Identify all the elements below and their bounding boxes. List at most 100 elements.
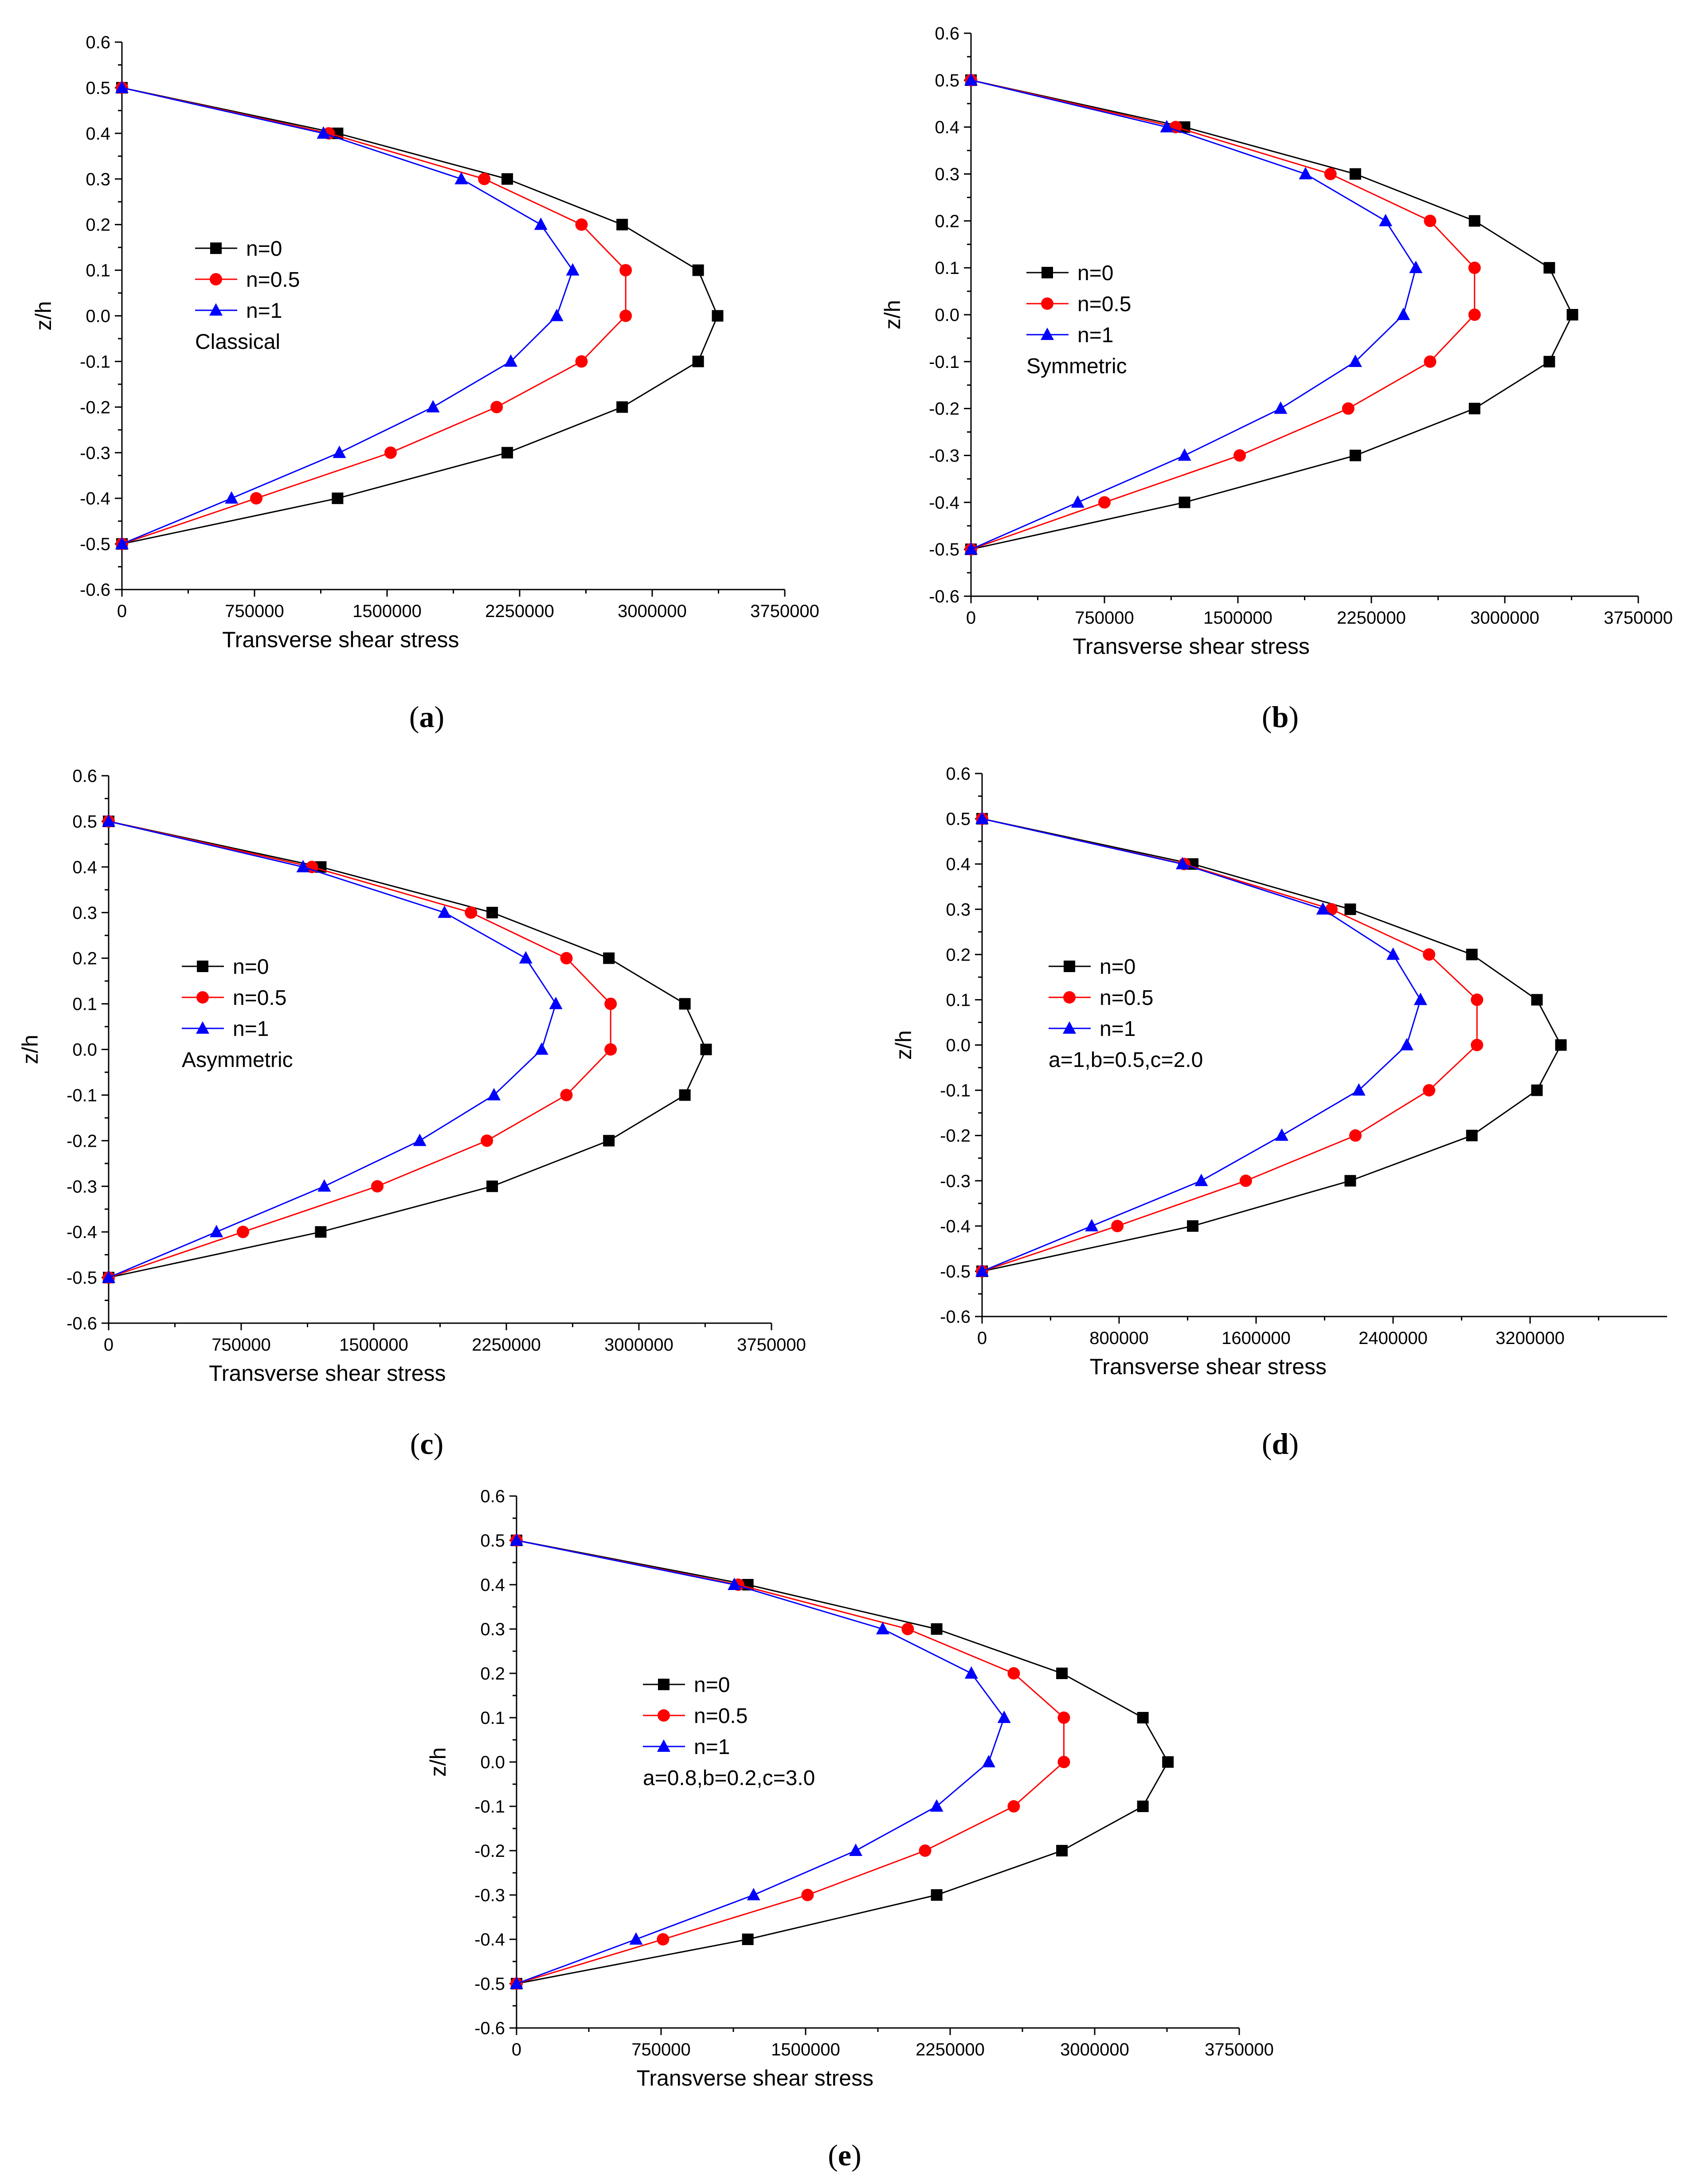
series-n=1 [975, 812, 1427, 1277]
legend-marker [1041, 297, 1053, 310]
y-tick-label: -0.4 [474, 1930, 505, 1950]
series-line [108, 820, 557, 1278]
data-point [1386, 947, 1400, 960]
y-tick-label: 0.1 [72, 995, 97, 1014]
x-tick-label: 3000000 [618, 602, 687, 621]
data-point [930, 1799, 944, 1812]
legend-marker [197, 961, 208, 972]
data-point [1316, 902, 1330, 915]
data-point [481, 1134, 493, 1147]
legend-label: n=0.5 [694, 1704, 748, 1728]
y-tick-label: 0.2 [72, 949, 97, 969]
series-n=1 [964, 73, 1423, 555]
chart-svg: 0.6 0.5 0.4 0.3 0.2 0.1 0.0 -0.1 -0.2 -0.3 -0.4 -0.… [891, 764, 1667, 1461]
x-tick-label: 800000 [1089, 1328, 1148, 1348]
legend-label: n=1 [694, 1735, 730, 1759]
data-point [115, 537, 129, 550]
y-tick-label: -0.1 [940, 1081, 971, 1101]
y-tick-label: -0.6 [940, 1307, 971, 1327]
chart-annotation: Asymmetric [182, 1048, 293, 1072]
data-point [1342, 402, 1355, 415]
y-tick-label: 0.1 [946, 990, 971, 1010]
data-point [250, 492, 262, 505]
data-point [1344, 1175, 1356, 1187]
data-point [801, 1889, 814, 1901]
data-point [317, 126, 330, 139]
data-point [1468, 309, 1481, 321]
data-point [964, 73, 978, 86]
y-tick-label: -0.6 [67, 1314, 97, 1333]
data-point [1348, 354, 1362, 367]
data-point [504, 354, 518, 367]
data-point [438, 905, 451, 918]
data-point [560, 952, 573, 965]
series-line [516, 1539, 1169, 1985]
data-point [1178, 496, 1190, 508]
legend-marker [1064, 961, 1075, 972]
y-tick-label: 0.4 [86, 124, 110, 144]
y-tick-label: 0.5 [72, 812, 97, 832]
data-point [1531, 994, 1543, 1006]
y-tick-label: 0.1 [86, 261, 110, 281]
y-tick-label: 0.3 [86, 170, 110, 189]
data-point [486, 1180, 498, 1192]
data-point [1007, 1667, 1020, 1680]
data-point [465, 906, 478, 919]
data-point [1349, 1129, 1362, 1142]
x-tick-label: 2250000 [485, 602, 554, 621]
chart-panel-e: 0.6 0.5 0.4 0.3 0.2 0.1 0.0 -0.1 -0.2 -0.3 -0.4 -0.… [379, 1472, 1310, 2181]
y-tick-label: -0.5 [80, 535, 110, 554]
series-line [971, 79, 1574, 550]
y-tick-label: -0.6 [474, 2019, 505, 2038]
series-n=1 [510, 1533, 1011, 1989]
chart-svg: 0.6 0.5 0.4 0.3 0.2 0.1 0.0 -0.1 -0.2 -0.3 -0.4 -0.… [426, 1487, 1274, 2172]
chart-annotation: Classical [195, 330, 280, 354]
data-point [371, 1180, 384, 1193]
data-point [1085, 1219, 1099, 1231]
legend-label: n=0 [694, 1673, 730, 1697]
data-point [1233, 449, 1246, 462]
data-point [931, 1889, 943, 1901]
data-point [728, 1578, 741, 1590]
data-point [1056, 1845, 1068, 1856]
x-tick-label: 0 [117, 602, 127, 621]
y-tick-label: 0.6 [480, 1487, 505, 1506]
data-point [1531, 1084, 1543, 1096]
y-tick-label: 0.5 [86, 78, 110, 98]
x-tick-label: 2250000 [1337, 608, 1406, 628]
x-tick-label: 1500000 [352, 602, 422, 621]
y-tick-label: -0.2 [940, 1126, 971, 1146]
chart-svg: 0.6 0.5 0.4 0.3 0.2 0.1 0.0 -0.1 -0.2 -0.3 -0.4 -0.… [880, 24, 1673, 734]
y-tick-label: -0.4 [80, 489, 110, 508]
y-tick-label: -0.2 [929, 399, 959, 419]
y-tick-label: 0.5 [935, 71, 959, 90]
y-tick-label: 0.4 [935, 118, 959, 137]
y-axis-title: z/h [18, 1035, 43, 1064]
legend-marker [657, 1739, 670, 1752]
chart-svg: 0.6 0.5 0.4 0.3 0.2 0.1 0.0 -0.1 -0.2 -0.3 -0.4 -0.… [31, 33, 819, 734]
legend-label: n=0 [246, 237, 282, 261]
data-point [1468, 262, 1481, 274]
legend: n=0 n=0.5 n=1 Classical [195, 237, 300, 354]
data-point [1194, 1173, 1208, 1186]
x-axis-title: Transverse shear stress [222, 627, 459, 652]
y-tick-label: 0.3 [935, 165, 959, 184]
y-tick-label: -0.3 [474, 1886, 505, 1905]
data-point [333, 445, 346, 458]
x-tick-label: 3750000 [1205, 2040, 1274, 2059]
data-point [1423, 948, 1436, 961]
y-tick-label: -0.2 [80, 398, 110, 417]
data-point [1162, 1756, 1174, 1768]
data-point [1468, 215, 1480, 227]
y-tick-label: -0.1 [67, 1086, 97, 1105]
data-point [604, 997, 617, 1010]
data-point [534, 217, 548, 230]
y-tick-label: 0.0 [480, 1753, 505, 1772]
x-tick-label: 2250000 [472, 1335, 541, 1355]
data-point [225, 491, 239, 504]
chart-annotation: a=0.8,b=0.2,c=3.0 [643, 1766, 815, 1790]
y-tick-label: -0.3 [67, 1177, 97, 1196]
y-tick-label: 0.3 [72, 903, 97, 923]
data-point [1178, 448, 1191, 461]
series-n=0 [511, 1535, 1174, 1989]
